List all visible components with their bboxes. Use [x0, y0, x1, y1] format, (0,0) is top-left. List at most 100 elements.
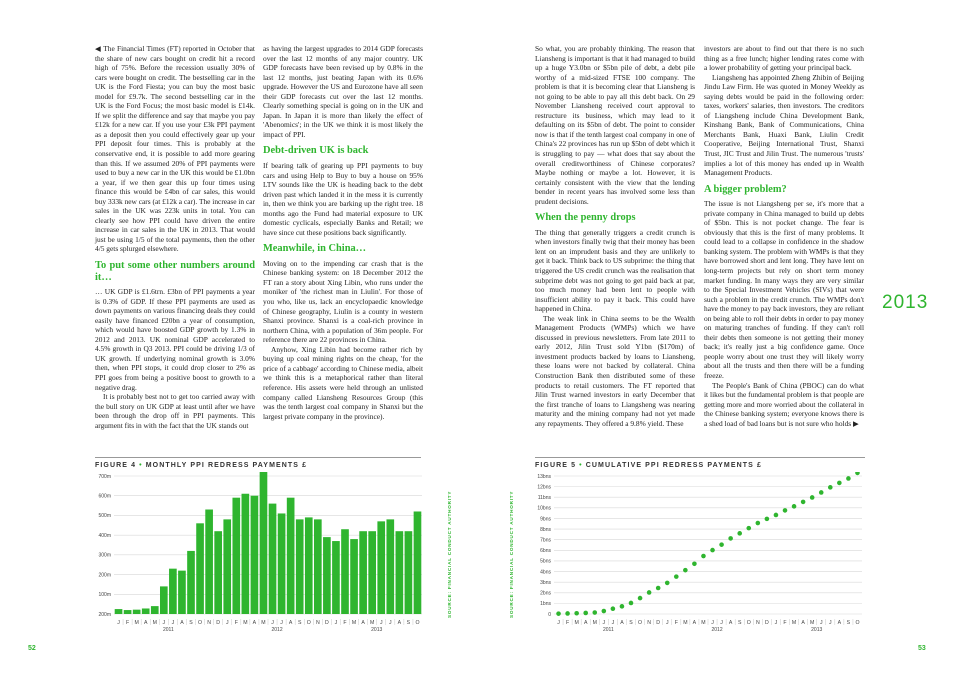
- left-column-2: as having the largest upgrades to 2014 G…: [263, 44, 423, 421]
- y-tick-label: 500m: [98, 513, 111, 519]
- x-tick-label: J: [829, 620, 832, 626]
- data-point: [655, 585, 661, 591]
- x-tick-label: S: [298, 620, 302, 626]
- bar: [196, 523, 204, 614]
- bar: [187, 550, 195, 614]
- data-point: [619, 604, 625, 609]
- paragraph: The People's Bank of China (PBOC) can do…: [704, 380, 864, 428]
- x-tick-label: A: [253, 620, 257, 626]
- figure-5-title-text: CUMULATIVE PPI REDRESS PAYMENTS £: [585, 462, 762, 469]
- y-tick-label: 0: [548, 612, 551, 618]
- bar: [178, 570, 186, 614]
- data-point: [556, 611, 561, 616]
- data-point: [565, 611, 570, 616]
- x-tick-label: M: [243, 620, 247, 626]
- x-tick-label: F: [566, 620, 569, 626]
- section-heading: To put some other numbers around it…: [95, 260, 255, 283]
- x-tick-label: S: [738, 620, 742, 626]
- year-label: 2013: [811, 627, 822, 633]
- y-tick-label: 3bns: [540, 580, 551, 586]
- bar: [341, 529, 349, 614]
- x-tick-label: J: [280, 620, 283, 626]
- bar: [250, 495, 259, 614]
- x-tick-label: S: [407, 620, 411, 626]
- paragraph: The thing that generally triggers a cred…: [535, 227, 695, 314]
- x-tick-label: J: [603, 620, 606, 626]
- figure-5-title: FIGURE 5 • CUMULATIVE PPI REDRESS PAYMEN…: [535, 462, 762, 469]
- x-tick-label: M: [370, 620, 374, 626]
- y-tick-label: 6bns: [540, 548, 551, 554]
- paragraph: ◀ The Financial Times (FT) reported in O…: [95, 44, 255, 254]
- data-point: [782, 508, 788, 513]
- year-label: 2012: [711, 627, 722, 633]
- x-tick-label: O: [638, 620, 642, 626]
- x-tick-label: M: [683, 620, 687, 626]
- bar: [277, 513, 286, 614]
- x-tick-label: S: [629, 620, 633, 626]
- data-point: [737, 531, 743, 536]
- data-point: [837, 480, 842, 486]
- bar: [150, 606, 159, 614]
- x-tick-label: M: [261, 620, 265, 626]
- x-tick-label: D: [325, 620, 329, 626]
- bar: [304, 517, 313, 614]
- bar: [395, 531, 404, 614]
- x-tick-label: S: [847, 620, 851, 626]
- y-tick-label: 8bns: [540, 527, 551, 533]
- y-tick-label: 200m: [98, 612, 111, 618]
- year-label: 2011: [603, 627, 614, 633]
- y-tick-label: 1bns: [540, 601, 551, 607]
- figure-4-source: SOURCE: FINANCIAL CONDUCT AUTHORITY: [447, 490, 452, 618]
- data-point: [610, 606, 616, 611]
- x-tick-label: A: [584, 620, 588, 626]
- data-point: [773, 512, 779, 518]
- data-point: [827, 485, 833, 490]
- data-point: [855, 472, 860, 476]
- paragraph: The weak link in China seems to be the W…: [535, 313, 695, 428]
- x-tick-label: J: [711, 620, 714, 626]
- bar: [259, 472, 268, 614]
- bar: [404, 531, 413, 614]
- bar: [368, 531, 377, 614]
- paragraph: The issue is not Liangsheng per se, it's…: [704, 199, 864, 380]
- section-heading: Meanwhile, in China…: [263, 243, 367, 255]
- x-tick-label: A: [838, 620, 842, 626]
- paragraph: If bearing talk of gearing up PPI paymen…: [263, 160, 423, 237]
- bar: [313, 519, 322, 614]
- x-tick-label: A: [801, 620, 805, 626]
- data-point: [583, 610, 589, 616]
- x-tick-label: J: [612, 620, 615, 626]
- page-number-right: 53: [918, 645, 926, 652]
- bar: [123, 610, 132, 614]
- bullet-icon: •: [139, 462, 143, 469]
- x-tick-label: J: [335, 620, 338, 626]
- data-point: [646, 590, 652, 595]
- bar: [214, 531, 223, 614]
- x-tick-label: O: [415, 620, 419, 626]
- x-tick-label: M: [352, 620, 356, 626]
- figure-5-label: FIGURE 5: [535, 462, 577, 469]
- page-number-left: 52: [28, 645, 36, 652]
- figure-5-line-chart: 0 1bns 2bns 3bns 4bns 5bns 6bns 7bns 8bns 9bns 10b…: [537, 472, 862, 633]
- x-tick-label: M: [593, 620, 597, 626]
- data-point: [574, 610, 579, 616]
- x-tick-label: M: [792, 620, 796, 626]
- x-tick-label: F: [343, 620, 346, 626]
- bar: [141, 608, 150, 614]
- data-point: [809, 495, 815, 500]
- bar: [114, 609, 123, 614]
- x-tick-label: J: [172, 620, 175, 626]
- figure-5-top-rule: [535, 457, 865, 458]
- paragraph: Liangsheng has appointed Zheng Zhibin of…: [704, 72, 864, 178]
- year-label: 2013: [371, 627, 382, 633]
- bar: [359, 531, 367, 614]
- x-tick-label: O: [855, 620, 859, 626]
- paragraph: It is probably best not to get too carri…: [95, 392, 255, 430]
- x-tick-label: M: [153, 620, 157, 626]
- bar: [377, 521, 386, 614]
- x-tick-label: A: [693, 620, 697, 626]
- x-tick-label: J: [666, 620, 669, 626]
- section-heading: When the penny drops: [535, 212, 636, 224]
- x-tick-label: N: [756, 620, 760, 626]
- x-tick-label: N: [647, 620, 651, 626]
